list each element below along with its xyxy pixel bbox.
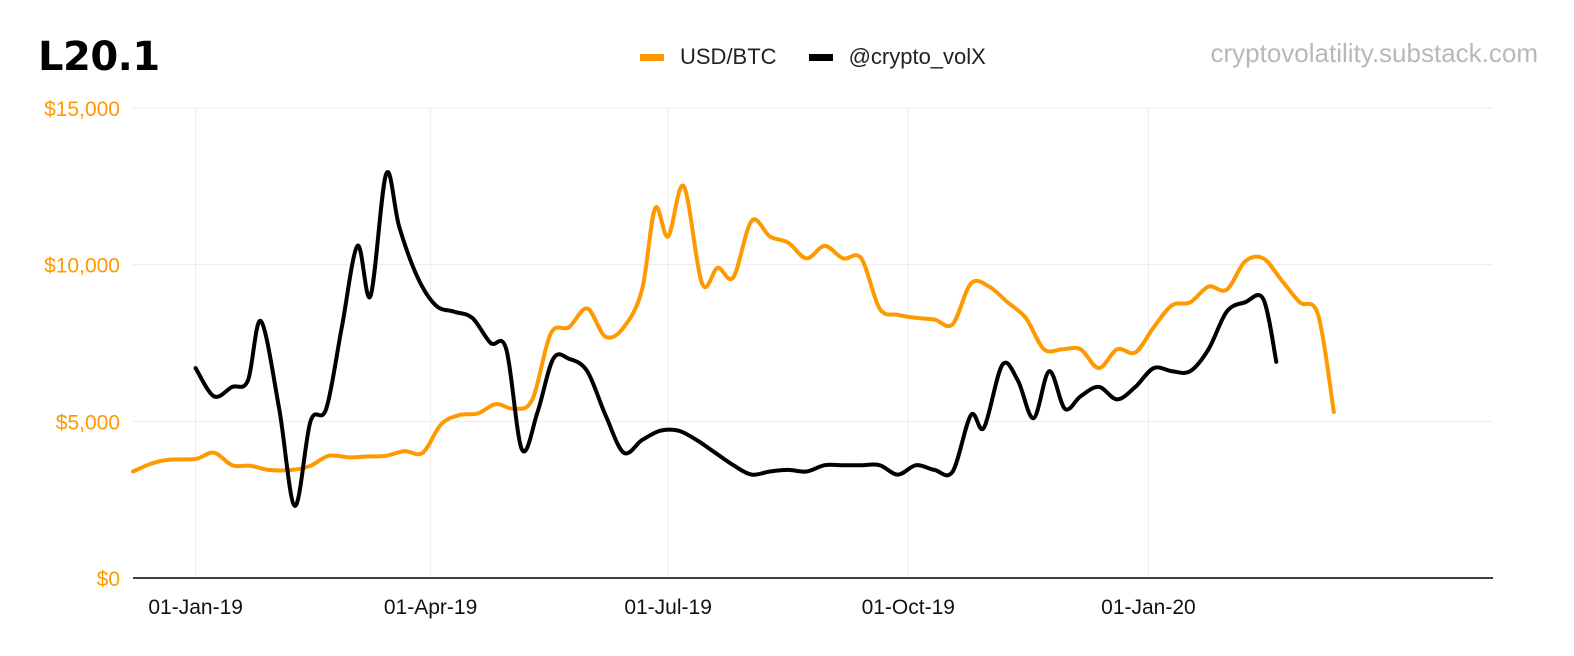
x-tick-label: 01-Apr-19 <box>384 596 477 619</box>
series-line-crypto-volx <box>193 170 1279 508</box>
x-tick-label: 01-Oct-19 <box>862 596 955 619</box>
x-tick-label: 01-Jan-19 <box>148 596 243 619</box>
legend-item-crypto-volx: @crypto_volX <box>808 44 986 70</box>
legend-swatch-usd-btc <box>640 53 664 61</box>
legend-label-usd-btc: USD/BTC <box>680 44 777 69</box>
y-tick-label: $10,000 <box>44 255 120 278</box>
chart-title: L20.1 <box>38 34 160 80</box>
chart-legend: USD/BTC @crypto_volX <box>640 44 986 70</box>
watermark: cryptovolatility.substack.com <box>1210 38 1538 68</box>
grid-lines <box>133 107 1493 578</box>
x-tick-label: 01-Jul-19 <box>624 596 712 619</box>
y-tick-label: $0 <box>97 568 120 591</box>
x-tick-label: 01-Jan-20 <box>1101 596 1196 619</box>
x-tick-labels: 01-Jan-19 01-Apr-19 01-Jul-19 01-Oct-19 01-J… <box>148 596 1195 619</box>
legend-item-usd-btc: USD/BTC <box>640 44 777 70</box>
legend-label-crypto-volx: @crypto_volX <box>848 44 986 69</box>
legend-swatch-crypto-volx <box>808 53 833 61</box>
y-tick-labels: $0 $5,000 $10,000 $15,000 <box>44 98 120 591</box>
series-line-usd-btc <box>131 183 1336 474</box>
y-tick-label: $15,000 <box>44 98 120 121</box>
series-lines <box>131 170 1336 508</box>
y-tick-label: $5,000 <box>56 411 120 434</box>
